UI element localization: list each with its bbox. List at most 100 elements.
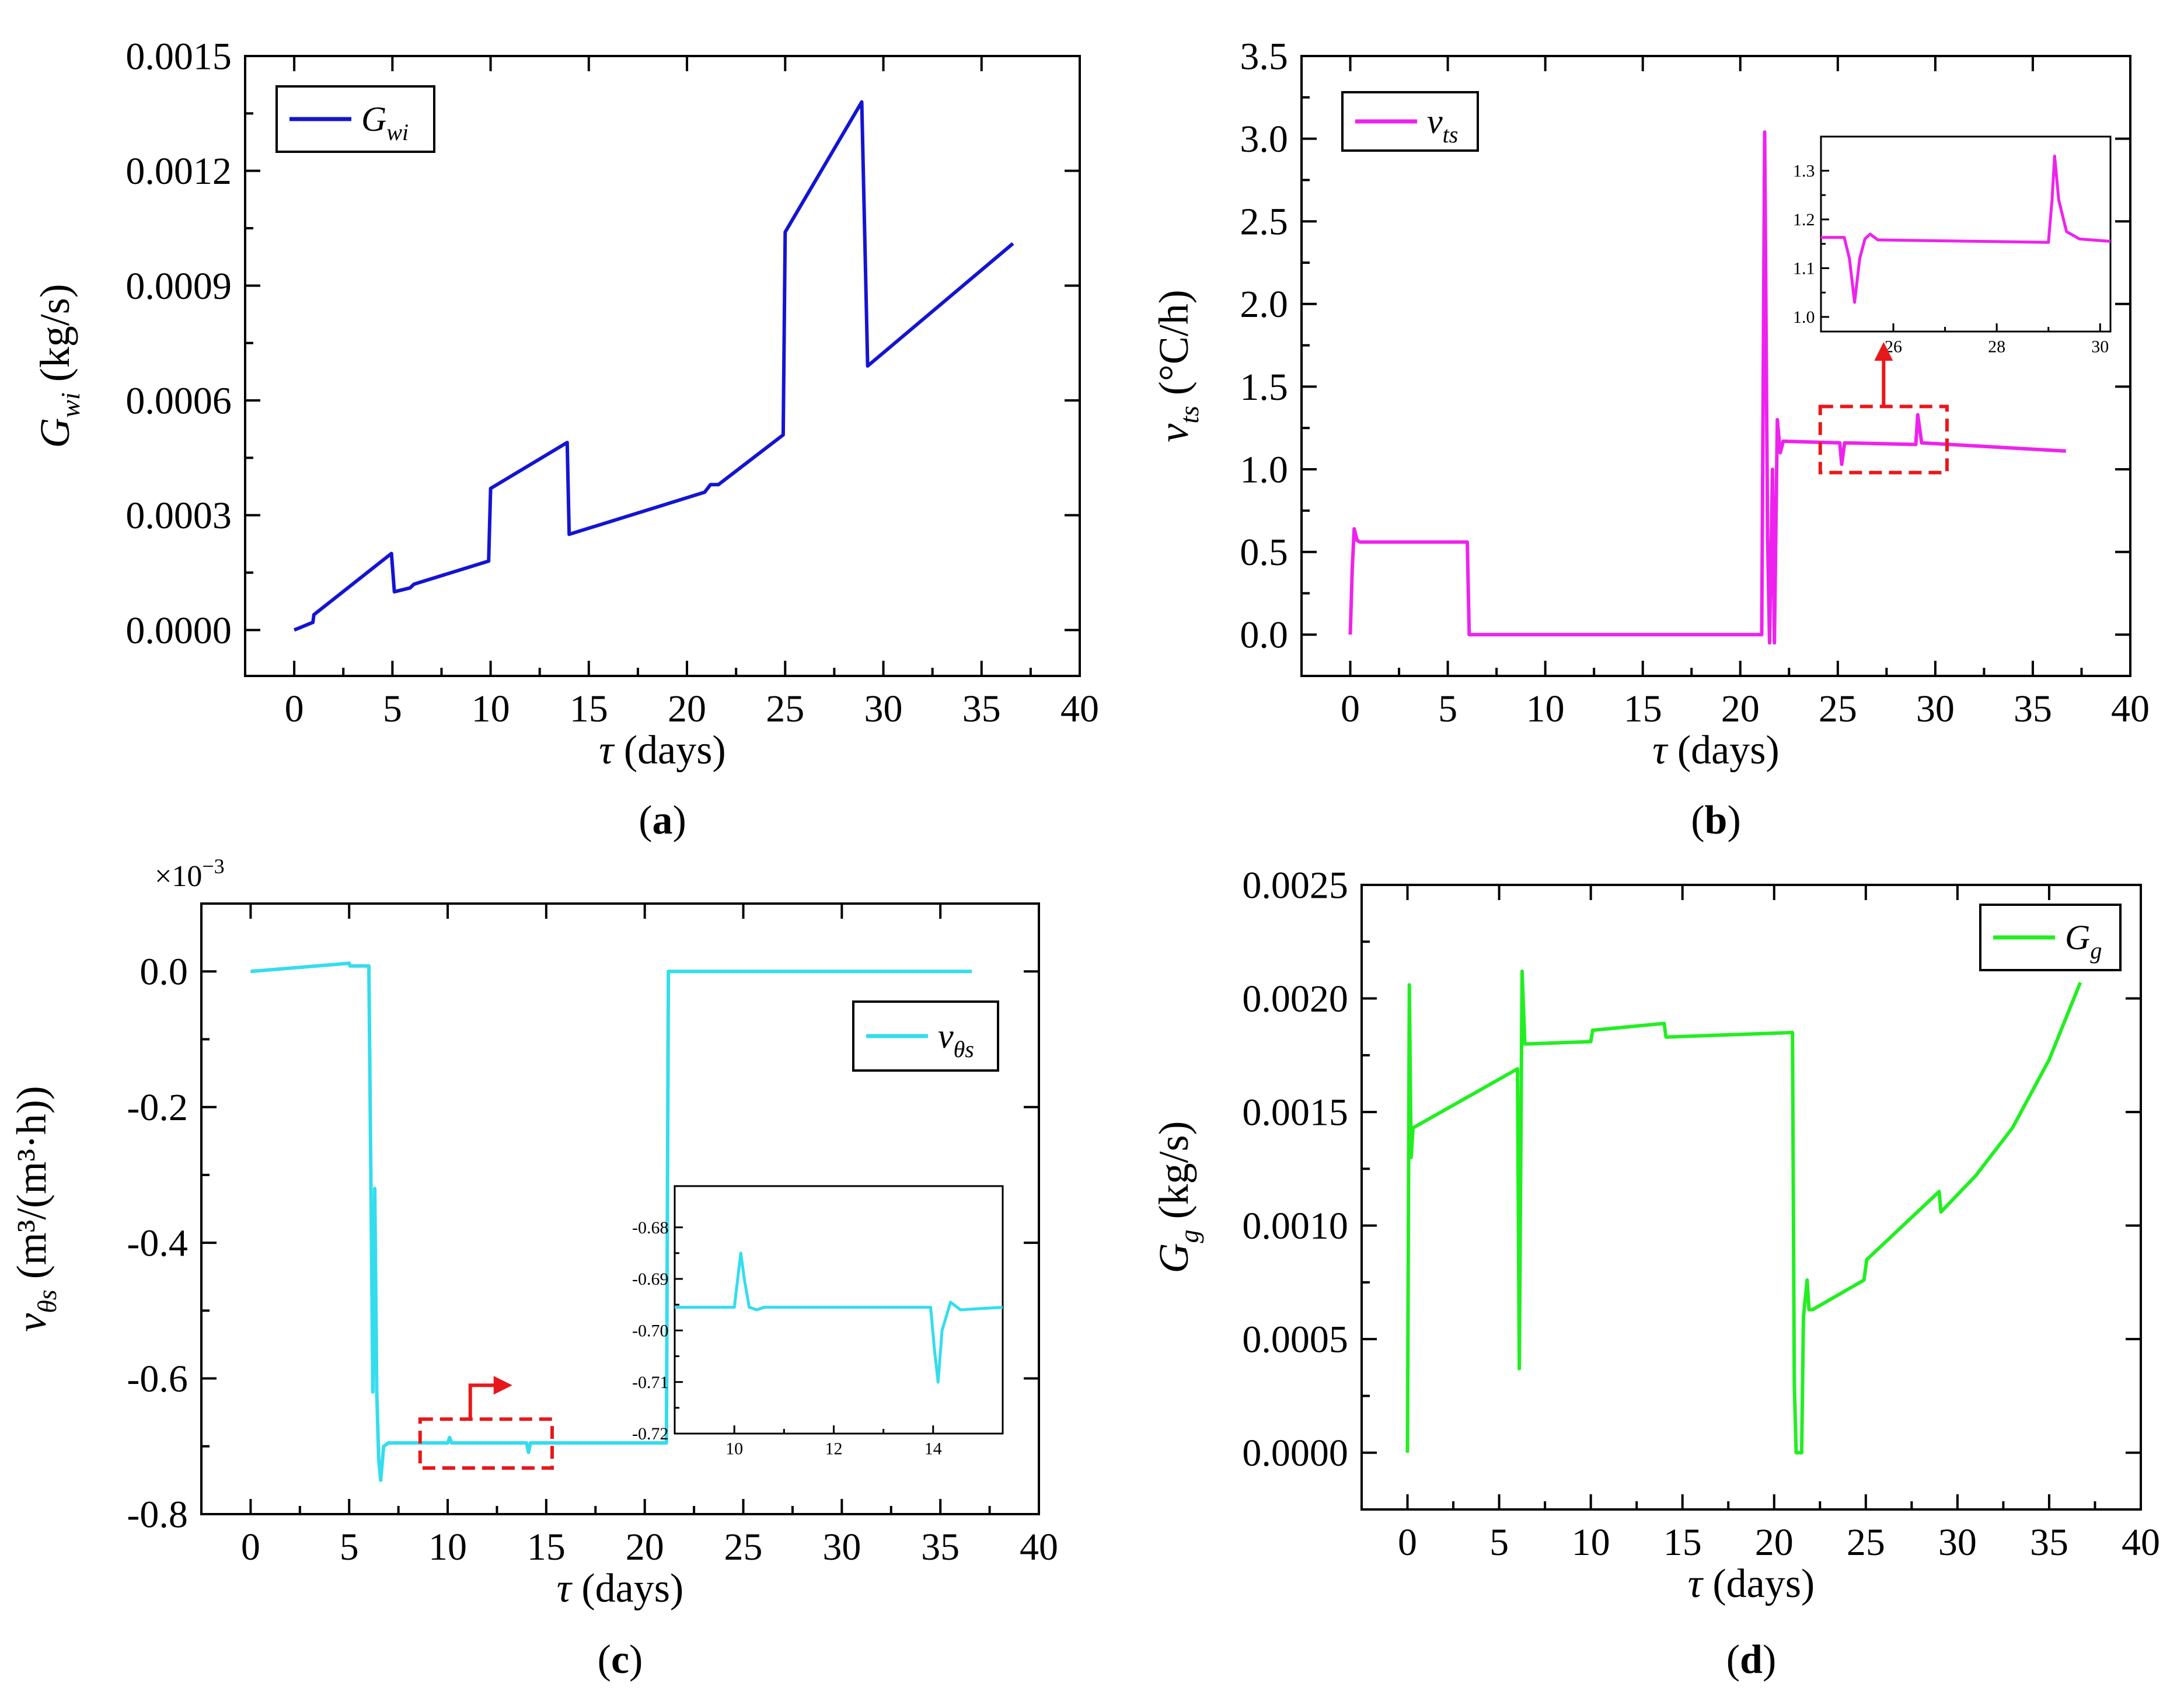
legend-subscript: g <box>2090 937 2102 964</box>
x-tick-label: 10 <box>1526 688 1565 730</box>
x-axis-symbol: τ <box>1652 728 1669 773</box>
x-axis-label: τ (days) <box>1652 728 1780 773</box>
y-tick-label: 0.5 <box>1240 531 1288 574</box>
paren: ) <box>1727 798 1740 843</box>
legend-symbol: v <box>938 1017 954 1055</box>
arrow-shaft <box>468 1383 496 1420</box>
space <box>1150 395 1197 406</box>
x-axis-symbol: τ <box>599 728 615 773</box>
x-axis-unit: (days) <box>1712 1561 1815 1606</box>
x-tick-label: 0 <box>1398 1521 1417 1564</box>
x-tick-label: 12 <box>825 1439 842 1458</box>
x-tick-label: 20 <box>668 688 706 730</box>
y-tick-label: 2.5 <box>1240 201 1288 243</box>
legend: Gwi <box>275 85 435 153</box>
y-tick-label: -0.2 <box>127 1086 187 1129</box>
y-tick-label: 0.0 <box>139 951 188 993</box>
y-axis-label: Gwi (kg/s) <box>32 284 85 448</box>
y-axis-symbol: v <box>1150 424 1197 442</box>
x-tick-label: 0 <box>241 1526 260 1568</box>
y-tick-label: 3.5 <box>1240 35 1288 78</box>
y-axis-subscript: g <box>1174 1229 1204 1243</box>
y-tick-label: 0.0003 <box>125 494 232 537</box>
inset-background <box>675 1186 1003 1434</box>
zoom-box <box>418 1417 554 1470</box>
plot-frame <box>1300 55 2131 677</box>
x-tick-label: 15 <box>527 1526 566 1568</box>
legend: Gg <box>1979 904 2122 971</box>
legend-symbol: G <box>361 100 386 138</box>
x-axis-unit: (days) <box>1677 728 1780 773</box>
x-tick-label: 25 <box>724 1526 763 1568</box>
y-tick-label: -0.69 <box>632 1270 669 1289</box>
x-tick-label: 25 <box>766 688 804 730</box>
x-tick-label: 5 <box>1438 688 1457 730</box>
y-axis-subscript: θs <box>32 1289 62 1313</box>
x-tick-label: 10 <box>472 688 510 730</box>
legend: vts <box>1341 91 1479 152</box>
x-axis-symbol: τ <box>557 1566 573 1611</box>
x-tick-label: 40 <box>2122 1521 2160 1564</box>
x-tick-label: 40 <box>1060 688 1099 730</box>
inset-series-line <box>675 1251 1003 1384</box>
y-tick-label: 1.3 <box>1793 162 1815 181</box>
x-tick-label: 35 <box>921 1526 960 1568</box>
y-tick-label: 0.0 <box>1240 614 1288 657</box>
space <box>571 1566 582 1611</box>
arrow-head <box>1874 342 1893 361</box>
multiplier-base: ×10 <box>155 860 202 893</box>
x-tick-label: 5 <box>340 1526 359 1568</box>
inset-chart: 10 12 14 -0.72 -0.71 -0.70 -0.69 -0.68 <box>632 1185 1004 1458</box>
legend-label: vts <box>1427 102 1458 148</box>
y-tick-label: 0.0006 <box>125 379 232 422</box>
panel-letter: d <box>1740 1637 1763 1682</box>
legend-label: Gwi <box>361 100 409 145</box>
x-tick-label: 15 <box>570 688 608 730</box>
x-tick-label: 30 <box>1916 688 1955 730</box>
x-tick-label: 30 <box>822 1526 861 1568</box>
x-axis-label: τ (days) <box>599 728 726 773</box>
panel-label: (a) <box>639 798 686 843</box>
y-tick-label: 1.1 <box>1793 259 1815 278</box>
x-tick-label: 10 <box>428 1526 467 1568</box>
y-tick-label: 0.0009 <box>125 265 232 308</box>
y-tick-label: -0.6 <box>127 1358 187 1400</box>
y-axis-label: Gg (kg/s) <box>1150 1121 1204 1274</box>
x-tick-label: 5 <box>383 688 402 730</box>
panel-label: (b) <box>1691 798 1741 843</box>
legend-subscript: wi <box>386 119 409 145</box>
panel-label: (c) <box>598 1637 643 1682</box>
inset-chart: 26 28 301.01.11.21.3 <box>1793 135 2112 356</box>
y-tick-label: 2.0 <box>1240 283 1288 326</box>
y-axis-label: vts (°C/h) <box>1150 290 1204 442</box>
panel-letter: c <box>611 1637 629 1682</box>
y-tick-label: 0.0000 <box>125 609 232 652</box>
paren: ( <box>639 798 652 843</box>
y-axis-symbol: v <box>8 1313 55 1332</box>
paren: ) <box>629 1637 643 1682</box>
y-axis-symbol: G <box>32 418 78 448</box>
y-axis-label: vθs (m³/(m³·h)) <box>8 1086 62 1332</box>
space <box>32 382 78 392</box>
y-axis-unit: (°C/h) <box>1150 290 1197 395</box>
y-tick-label: 3.0 <box>1240 118 1288 161</box>
y-tick-label: -0.72 <box>632 1424 669 1444</box>
space <box>1667 728 1677 773</box>
inset-frame <box>674 1185 1004 1435</box>
y-tick-label: 1.5 <box>1240 366 1288 409</box>
inset-series-line <box>1821 154 2111 304</box>
paren: ( <box>1726 1637 1740 1682</box>
series-line-v_ts <box>1348 130 2066 645</box>
y-axis-subscript: wi <box>55 392 85 417</box>
x-tick-label: 15 <box>1624 688 1662 730</box>
x-axis-label: τ (days) <box>557 1566 684 1611</box>
x-tick-label: 35 <box>2014 688 2052 730</box>
panel-letter: b <box>1705 798 1728 843</box>
panel-label: (d) <box>1726 1637 1777 1682</box>
panel-letter: a <box>653 798 673 843</box>
panel-d: 0 5 10 15 20 25 30 35 40 0.0000 0.0005 0.0010 0.0015… <box>1150 864 2160 1682</box>
panel-a: 0 5 10 15 20 25 30 35 40 0.0000 0.0003 0.0006 0.0009… <box>32 35 1099 843</box>
legend: vθs <box>852 1000 999 1072</box>
x-tick-label: 35 <box>962 688 1001 730</box>
inset-frame <box>1820 135 2112 333</box>
